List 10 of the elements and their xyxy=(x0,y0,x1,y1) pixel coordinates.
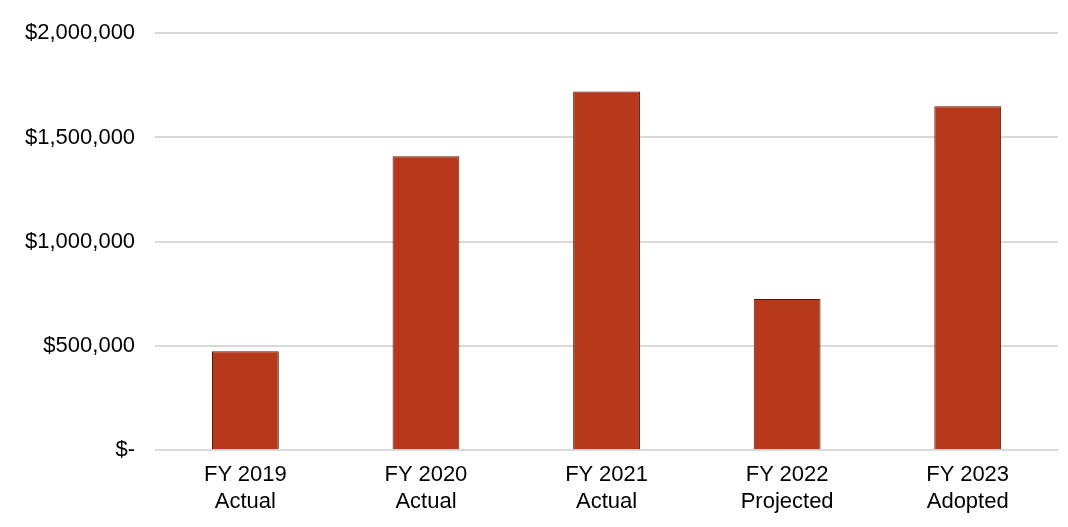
x-tick-label: FY 2022 Projected xyxy=(740,461,834,513)
y-tick-label: $1,000,000 xyxy=(25,227,136,253)
x-tick-label: FY 2021 Actual xyxy=(565,461,648,513)
x-tick-label: FY 2019 Actual xyxy=(204,461,287,513)
y-tick-label: $2,000,000 xyxy=(25,19,136,45)
y-tick-label: $- xyxy=(115,436,136,462)
y-tick-label: $500,000 xyxy=(43,332,136,358)
x-tick-label: FY 2020 Actual xyxy=(384,461,468,513)
y-tick-label: $1,500,000 xyxy=(25,123,136,149)
x-tick-label: FY 2023 Adopted xyxy=(926,461,1010,513)
